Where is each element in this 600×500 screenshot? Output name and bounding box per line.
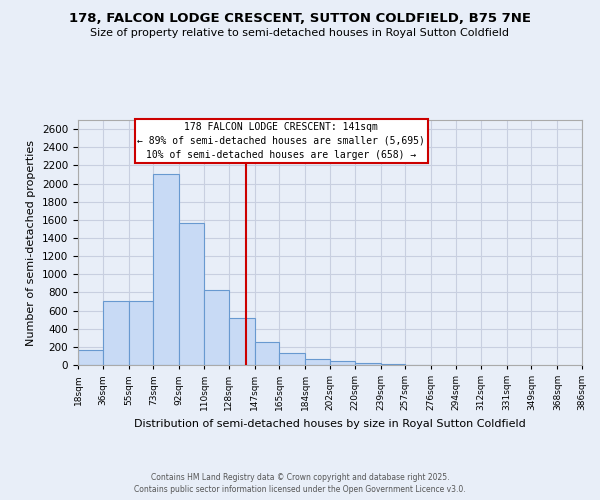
Bar <box>254 342 280 365</box>
Bar <box>229 318 254 365</box>
Bar <box>179 224 204 365</box>
Bar <box>128 302 154 365</box>
Bar <box>380 364 406 365</box>
Text: Size of property relative to semi-detached houses in Royal Sutton Coldfield: Size of property relative to semi-detach… <box>91 28 509 38</box>
Bar <box>280 353 305 365</box>
Bar <box>305 358 330 365</box>
Bar <box>355 363 380 365</box>
Text: 178 FALCON LODGE CRESCENT: 141sqm
← 89% of semi-detached houses are smaller (5,6: 178 FALCON LODGE CRESCENT: 141sqm ← 89% … <box>137 122 425 160</box>
Text: Contains public sector information licensed under the Open Government Licence v3: Contains public sector information licen… <box>134 485 466 494</box>
Y-axis label: Number of semi-detached properties: Number of semi-detached properties <box>26 140 37 346</box>
Text: 178, FALCON LODGE CRESCENT, SUTTON COLDFIELD, B75 7NE: 178, FALCON LODGE CRESCENT, SUTTON COLDF… <box>69 12 531 26</box>
Bar <box>103 302 128 365</box>
Text: Contains HM Land Registry data © Crown copyright and database right 2025.: Contains HM Land Registry data © Crown c… <box>151 472 449 482</box>
Bar <box>78 350 103 365</box>
Bar <box>204 290 229 365</box>
Bar <box>154 174 179 365</box>
Bar <box>330 362 355 365</box>
X-axis label: Distribution of semi-detached houses by size in Royal Sutton Coldfield: Distribution of semi-detached houses by … <box>134 418 526 428</box>
